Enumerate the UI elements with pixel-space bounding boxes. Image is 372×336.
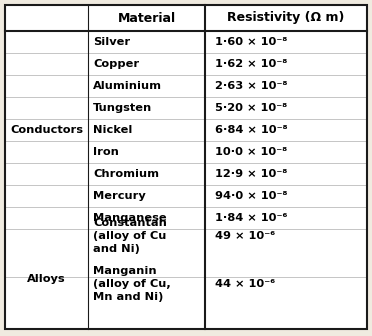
Text: 5·20 × 10⁻⁸: 5·20 × 10⁻⁸: [215, 103, 287, 113]
Text: 49 × 10⁻⁶: 49 × 10⁻⁶: [215, 231, 275, 241]
Text: Alloys: Alloys: [27, 274, 66, 284]
Text: Manganin
(alloy of Cu,
Mn and Ni): Manganin (alloy of Cu, Mn and Ni): [93, 266, 171, 302]
Text: Silver: Silver: [93, 37, 130, 47]
Text: Constantan
(alloy of Cu
and Ni): Constantan (alloy of Cu and Ni): [93, 218, 167, 254]
Text: 2·63 × 10⁻⁸: 2·63 × 10⁻⁸: [215, 81, 288, 91]
Text: Resistivity (Ω m): Resistivity (Ω m): [227, 11, 345, 25]
Text: 10·0 × 10⁻⁸: 10·0 × 10⁻⁸: [215, 147, 287, 157]
Text: Material: Material: [118, 11, 176, 25]
Text: 44 × 10⁻⁶: 44 × 10⁻⁶: [215, 279, 275, 289]
Text: Manganese: Manganese: [93, 213, 167, 223]
Text: 6·84 × 10⁻⁸: 6·84 × 10⁻⁸: [215, 125, 288, 135]
Text: 1·84 × 10⁻⁶: 1·84 × 10⁻⁶: [215, 213, 288, 223]
Text: Mercury: Mercury: [93, 191, 146, 201]
Text: 1·60 × 10⁻⁸: 1·60 × 10⁻⁸: [215, 37, 288, 47]
Text: Copper: Copper: [93, 59, 139, 69]
Text: 12·9 × 10⁻⁸: 12·9 × 10⁻⁸: [215, 169, 288, 179]
Text: Conductors: Conductors: [10, 125, 83, 135]
Text: 94·0 × 10⁻⁸: 94·0 × 10⁻⁸: [215, 191, 288, 201]
Text: 1·62 × 10⁻⁸: 1·62 × 10⁻⁸: [215, 59, 288, 69]
Text: Chromium: Chromium: [93, 169, 159, 179]
Text: Iron: Iron: [93, 147, 119, 157]
Text: Aluminium: Aluminium: [93, 81, 162, 91]
Text: Tungsten: Tungsten: [93, 103, 152, 113]
Text: Nickel: Nickel: [93, 125, 132, 135]
